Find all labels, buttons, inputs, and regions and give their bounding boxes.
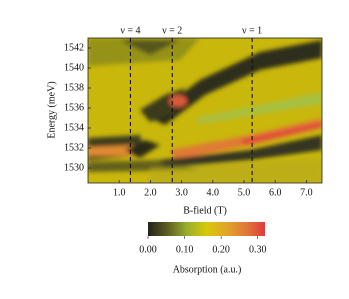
colorbar-tick-label: 0.10 xyxy=(176,244,194,255)
x-tick-label: 4.0 xyxy=(207,187,220,198)
colorbar-label: Absorption (a.u.) xyxy=(173,264,242,275)
x-tick-label: 5.0 xyxy=(238,187,251,198)
y-tick-label: 1534 xyxy=(64,122,84,133)
y-tick-label: 1540 xyxy=(64,62,84,73)
filling-factor-label: ν = 1 xyxy=(242,25,262,36)
colorbar-tick-label: 0.30 xyxy=(249,244,267,255)
filling-factor-label: ν = 4 xyxy=(120,25,140,36)
y-tick-label: 1532 xyxy=(64,142,84,153)
y-tick-label: 1542 xyxy=(64,42,84,53)
heatmap xyxy=(88,38,322,183)
x-tick-label: 6.0 xyxy=(269,187,282,198)
y-tick-label: 1530 xyxy=(64,162,84,173)
x-tick-label: 2.0 xyxy=(144,187,157,198)
x-tick-label: 7.0 xyxy=(300,187,313,198)
y-tick-label: 1538 xyxy=(64,82,84,93)
colorbar-tick-label: 0.20 xyxy=(212,244,230,255)
filling-factor-label: ν = 2 xyxy=(162,25,182,36)
plot-frame xyxy=(87,37,323,184)
x-tick-label: 3.0 xyxy=(175,187,188,198)
colorbar xyxy=(148,222,265,236)
y-tick-label: 1536 xyxy=(64,102,84,113)
colorbar-tick-label: 0.00 xyxy=(139,244,157,255)
x-tick-label: 1.0 xyxy=(113,187,126,198)
y-axis-label: Energy (meV) xyxy=(46,81,57,138)
x-axis-label: B-field (T) xyxy=(183,205,227,216)
